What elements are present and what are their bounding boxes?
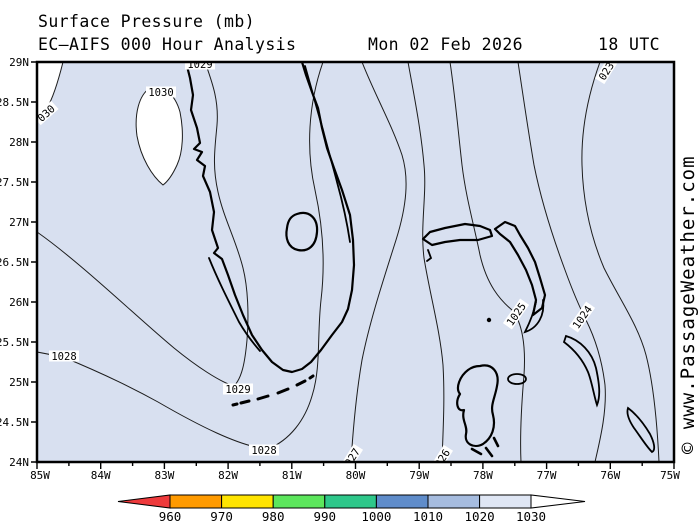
barrier-island-lagoon	[304, 65, 351, 243]
colorbar-left-arrow	[117, 494, 171, 509]
lake-okeechobee	[285, 211, 319, 252]
florida-keys	[231, 374, 315, 407]
contour-label-1030: 1030	[146, 86, 176, 99]
colorbar-segment	[324, 494, 377, 509]
lon-tick-label: 82W	[218, 469, 238, 482]
colorbar-tick-label: 960	[159, 509, 182, 524]
lon-tick-label: 79W	[409, 469, 429, 482]
lon-tick-label: 80W	[346, 469, 366, 482]
abaco-south-hook	[523, 299, 545, 334]
colorbar-tick-label: 970	[210, 509, 233, 524]
lat-tick-label: 24.5N	[0, 416, 29, 429]
colorbar-segment	[375, 494, 429, 509]
contour-1030-cell	[135, 86, 183, 186]
contour-1026-line	[407, 62, 445, 462]
lon-axis-labels: 85W 84W 83W 82W 81W 80W 79W 78W 77W 76W …	[30, 469, 680, 482]
watermark-text: © www.PassageWeather.com	[677, 155, 699, 454]
lat-tick-label: 27N	[9, 216, 29, 229]
colorbar-tick-label: 1020	[465, 509, 495, 524]
lat-tick-label: 28.5N	[0, 96, 29, 109]
valid-time-label: 18 UTC	[598, 35, 660, 54]
lon-tick-label: 81W	[282, 469, 302, 482]
svg-text:1029: 1029	[187, 59, 212, 71]
colorbar-tick-label: 1010	[413, 509, 443, 524]
andros-south-cays	[470, 436, 500, 458]
contour-label-1028-left: 1028	[49, 350, 79, 363]
cat-island	[626, 406, 656, 454]
lat-axis-ticks	[31, 61, 37, 463]
colorbar-segment	[427, 494, 481, 509]
lon-tick-label: 84W	[91, 469, 111, 482]
berry-islands	[486, 317, 492, 323]
lat-tick-label: 24N	[9, 456, 29, 469]
lat-tick-label: 25N	[9, 376, 29, 389]
page-title: Surface Pressure (mb)	[38, 12, 255, 31]
lon-tick-label: 78W	[473, 469, 493, 482]
contour-1023-line	[581, 62, 660, 462]
abaco-island	[493, 220, 547, 317]
grand-bahama-island	[421, 222, 494, 247]
lat-tick-label: 27.5N	[0, 176, 29, 189]
contour-1025-line	[449, 62, 525, 462]
florida-coastline	[184, 62, 356, 374]
pressure-colorbar: 960 970 980 990 1000 1010 1020 1030	[117, 494, 586, 524]
high-pressure-fill-corner	[38, 62, 63, 120]
svg-text:1028: 1028	[251, 445, 276, 457]
lon-tick-label: 83W	[154, 469, 174, 482]
svg-text:1029: 1029	[225, 384, 250, 396]
colorbar-segment	[272, 494, 326, 509]
contour-label-1029-mid: 1029	[223, 383, 253, 396]
model-run-label: EC—AIFS 000 Hour Analysis	[38, 35, 296, 54]
svg-text:1028: 1028	[51, 351, 76, 363]
lon-axis-ticks	[36, 462, 675, 469]
new-providence-island	[507, 373, 527, 385]
lat-tick-label: 26.5N	[0, 256, 29, 269]
valid-date-label: Mon 02 Feb 2026	[368, 35, 523, 54]
lat-tick-label: 26N	[9, 296, 29, 309]
lon-tick-label: 76W	[600, 469, 620, 482]
lon-tick-label: 77W	[537, 469, 557, 482]
map-sea-background	[37, 62, 674, 462]
svg-text:1030: 1030	[148, 87, 173, 99]
high-pressure-fill-blob	[136, 87, 183, 185]
andros-island	[456, 364, 499, 448]
lon-tick-label: 75W	[660, 469, 680, 482]
lat-tick-label: 29N	[9, 56, 29, 69]
eleuthera-island	[562, 334, 601, 408]
contour-1024-line	[517, 62, 606, 462]
colorbar-labels: 960 970 980 990 1000 1010 1020 1030	[159, 509, 546, 524]
lat-tick-label: 25.5N	[0, 336, 29, 349]
colorbar-segment	[221, 494, 274, 509]
lat-tick-label: 28N	[9, 136, 29, 149]
gulf-barrier-islands	[208, 257, 261, 352]
colorbar-right-arrow	[530, 494, 586, 509]
bimini-islands	[426, 249, 433, 262]
contour-label-1028-bottom: 1028	[249, 444, 279, 457]
lon-tick-label: 85W	[30, 469, 50, 482]
lat-axis-labels: 29N 28.5N 28N 27.5N 27N 26.5N 26N 25.5N …	[0, 56, 29, 469]
contour-1028-line	[38, 62, 324, 450]
colorbar-tick-label: 990	[314, 509, 337, 524]
colorbar-tick-label: 1000	[361, 509, 391, 524]
colorbar-segment	[479, 494, 532, 509]
colorbar-tick-label: 980	[262, 509, 285, 524]
contour-label-1029-top: 1029	[185, 59, 215, 71]
colorbar-segment	[169, 494, 223, 509]
contour-1027-line	[350, 62, 407, 462]
contour-1029-line	[38, 62, 249, 387]
colorbar-tick-label: 1030	[516, 509, 546, 524]
